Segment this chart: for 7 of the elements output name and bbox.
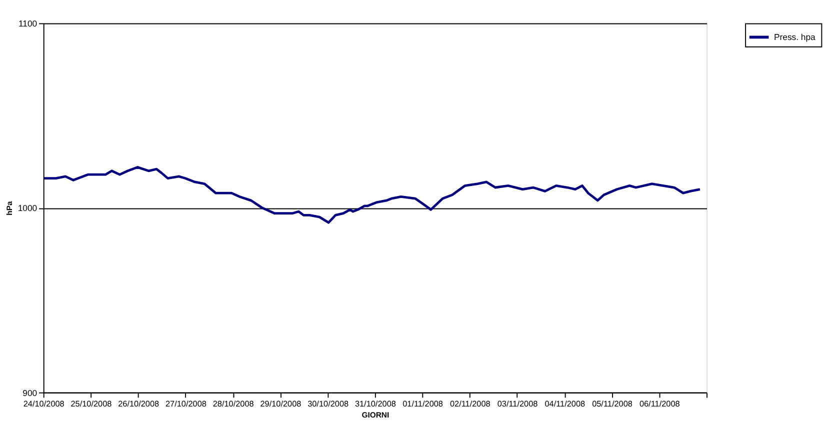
y-axis-title: hPa [5,200,14,216]
y-tick-label: 1000 [18,203,38,214]
y-tick-label: 1100 [18,18,38,29]
line-series [42,166,702,224]
y-tick-label: 900 [22,388,38,398]
x-axis-title: GIORNI [362,410,390,420]
legend-label: Press. hpa [774,32,816,42]
